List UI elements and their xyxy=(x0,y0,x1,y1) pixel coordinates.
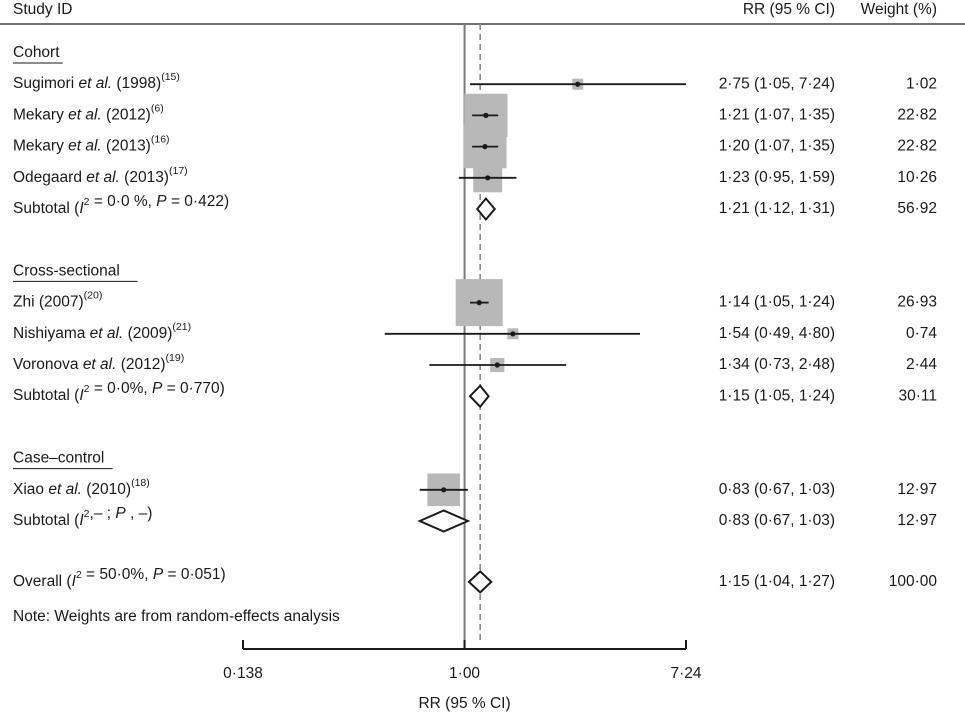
point-estimate xyxy=(476,300,482,306)
subtotal-rr: 1·15 (1·05, 1·24) xyxy=(719,387,835,404)
point-estimate xyxy=(510,331,516,337)
pooled-diamond xyxy=(475,196,497,222)
overall-label: Overall (I2 = 50·0%, P = 0·051) xyxy=(13,566,226,590)
group-label: Cohort xyxy=(13,44,60,61)
study-weight: 10·26 xyxy=(897,169,937,186)
study-name: Nishiyama et al. (2009)(21) xyxy=(13,321,191,342)
study-weight: 0·74 xyxy=(906,325,937,342)
x-tick-label: 1·00 xyxy=(449,665,480,682)
point-estimate xyxy=(575,81,581,87)
point-estimate xyxy=(482,144,488,150)
subtotal-weight: 12·97 xyxy=(897,512,937,529)
study-rr: 2·75 (1·05, 7·24) xyxy=(719,75,835,92)
study-rr: 1·23 (0·95, 1·59) xyxy=(719,169,835,186)
study-rr: 1·14 (1·05, 1·24) xyxy=(719,294,835,311)
study-weight: 12·97 xyxy=(897,481,937,498)
subtotal-rr: 0·83 (0·67, 1·03) xyxy=(719,512,835,529)
study-name: Mekary et al. (2013)(16) xyxy=(13,133,170,154)
pooled-diamond xyxy=(467,569,493,594)
study-name: Voronova et al. (2012)(19) xyxy=(13,352,184,373)
study-rr: 1·20 (1·07, 1·35) xyxy=(719,138,835,155)
study-weight: 1·02 xyxy=(906,75,937,92)
study-weight: 26·93 xyxy=(897,294,937,311)
subtotal-label: Subtotal (I2 = 0·0%, P = 0·770) xyxy=(13,380,225,404)
study-weight: 2·44 xyxy=(906,356,937,373)
header-rr: RR (95 % CI) xyxy=(743,1,835,18)
group-label: Cross-sectional xyxy=(13,262,120,279)
header-weight: Weight (%) xyxy=(861,1,937,18)
point-estimate xyxy=(483,112,489,118)
pooled-diamond xyxy=(468,384,490,409)
footnote: Note: Weights are from random-effects an… xyxy=(13,608,340,625)
study-weight: 22·82 xyxy=(897,106,937,123)
point-estimate xyxy=(494,362,500,368)
group-label: Case–control xyxy=(13,450,104,467)
study-rr: 1·34 (0·73, 2·48) xyxy=(719,356,835,373)
header-study-id: Study ID xyxy=(13,1,72,18)
pooled-diamond xyxy=(417,509,471,533)
overall-weight: 100·00 xyxy=(889,573,938,590)
study-name: Sugimori et al. (1998)(15) xyxy=(13,71,180,92)
study-name: Zhi (2007)(20) xyxy=(13,289,102,310)
point-estimate xyxy=(441,487,447,493)
subtotal-weight: 30·11 xyxy=(899,387,938,404)
subtotal-label: Subtotal (I2,– ; P , –) xyxy=(13,505,152,529)
x-tick-label: 7·24 xyxy=(670,665,701,682)
x-tick-label: 0·138 xyxy=(223,665,263,682)
overall-rr: 1·15 (1·04, 1·27) xyxy=(719,573,835,590)
study-rr: 0·83 (0·67, 1·03) xyxy=(719,481,835,498)
subtotal-rr: 1·21 (1·12, 1·31) xyxy=(719,200,835,217)
study-name: Odegaard et al. (2013)(17) xyxy=(13,165,188,186)
study-rr: 1·54 (0·49, 4·80) xyxy=(719,325,835,342)
study-weight: 22·82 xyxy=(897,138,937,155)
study-name: Xiao et al. (2010)(18) xyxy=(13,477,150,498)
study-rr: 1·21 (1·07, 1·35) xyxy=(719,106,835,123)
subtotal-weight: 56·92 xyxy=(897,200,937,217)
x-axis-label: RR (95 % CI) xyxy=(418,695,510,712)
subtotal-label: Subtotal (I2 = 0·0 %, P = 0·422) xyxy=(13,193,229,217)
study-name: Mekary et al. (2012)(6) xyxy=(13,102,164,123)
point-estimate xyxy=(485,175,491,181)
